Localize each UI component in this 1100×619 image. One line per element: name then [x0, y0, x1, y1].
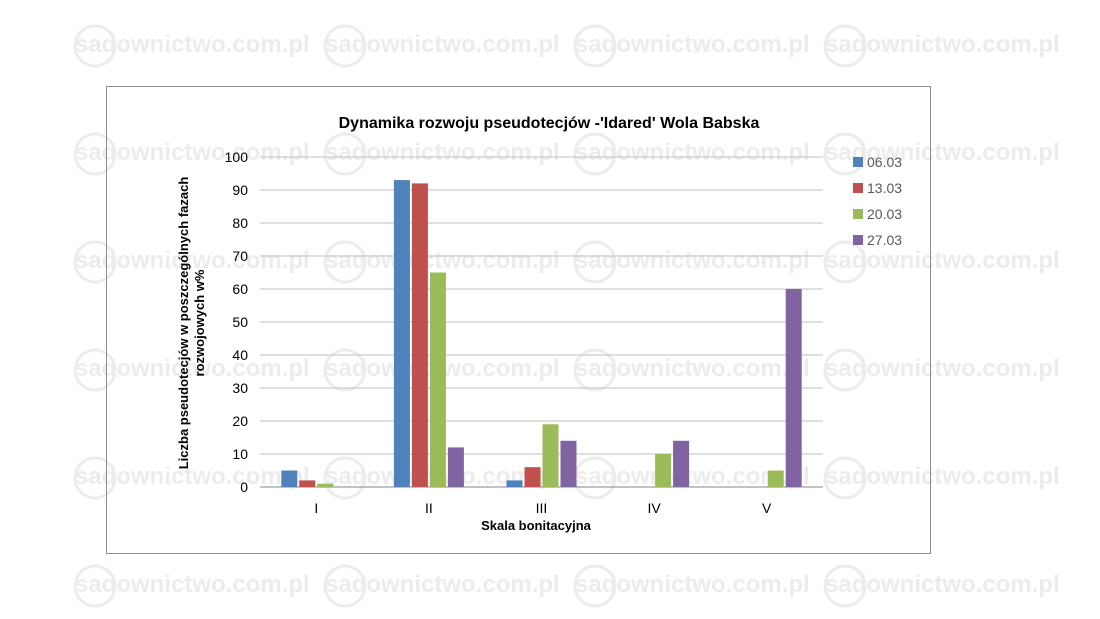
bar-20.03-III: [542, 424, 559, 487]
bar-13.03-II: [411, 183, 428, 487]
legend-label: 20.03: [867, 206, 902, 222]
bar-20.03-V: [767, 470, 784, 487]
watermark-logo-icon: [573, 348, 617, 392]
x-tick-label: II: [425, 500, 433, 516]
watermark-logo-icon: [823, 348, 867, 392]
y-tick-label: 80: [232, 215, 248, 231]
y-axis-ticks: 0 10 20 30 40 50 60 70 80 90 100: [225, 149, 249, 495]
watermark-text: sadownictwo.com.pl: [575, 247, 810, 274]
legend: 06.03 13.03 20.03 27.03: [853, 154, 902, 248]
watermark-text: sadownictwo.com.pl: [75, 247, 310, 274]
watermark-logo-icon: [823, 24, 867, 68]
y-tick-label: 10: [232, 446, 248, 462]
watermark-text: sadownictwo.com.pl: [825, 247, 1060, 274]
bar-20.03-IV: [655, 454, 672, 487]
watermark-text: sadownictwo.com.pl: [75, 463, 310, 490]
watermark-logo-icon: [573, 24, 617, 68]
watermark-text: sadownictwo.com.pl: [825, 571, 1060, 598]
watermark-logo-icon: [823, 564, 867, 608]
watermark-text: sadownictwo.com.pl: [75, 31, 310, 58]
bar-06.03-II: [393, 180, 410, 487]
watermark-text: sadownictwo.com.pl: [825, 139, 1060, 166]
y-axis-label-line-1: Liczba pseudotecjów w poszczególnych faz…: [176, 177, 191, 470]
gridlines: [260, 156, 823, 488]
x-tick-label: V: [762, 500, 772, 516]
watermark-text: sadownictwo.com.pl: [825, 355, 1060, 382]
legend-swatch: [853, 157, 863, 167]
legend-swatch: [853, 235, 863, 245]
watermark-text: sadownictwo.com.pl: [825, 31, 1060, 58]
watermark-text: sadownictwo.com.pl: [575, 571, 810, 598]
watermark-logo-icon: [323, 24, 367, 68]
y-tick-label: 50: [232, 314, 248, 330]
watermark-logo-icon: [573, 132, 617, 176]
watermark-text: sadownictwo.com.pl: [575, 139, 810, 166]
y-tick-label: 70: [232, 248, 248, 264]
watermark-text: sadownictwo.com.pl: [75, 139, 310, 166]
chart-area: Dynamika rozwoju pseudotecjów -'Idared' …: [106, 86, 931, 554]
bar-27.03-V: [785, 289, 802, 487]
watermark-text: sadownictwo.com.pl: [325, 31, 560, 58]
watermark-logo-icon: [823, 240, 867, 284]
watermark-text: sadownictwo.com.pl: [825, 463, 1060, 490]
bar-27.03-II: [447, 447, 464, 487]
y-tick-label: 30: [232, 380, 248, 396]
bar-06.03-III: [506, 480, 523, 487]
bar-chart: Dynamika rozwoju pseudotecjów -'Idared' …: [176, 115, 902, 533]
y-tick-label: 40: [232, 347, 248, 363]
y-tick-label: 90: [232, 182, 248, 198]
bar-20.03-I: [317, 483, 334, 487]
x-axis-label: Skala bonitacyjna: [481, 518, 592, 533]
y-tick-label: 0: [240, 479, 248, 495]
watermark-text: sadownictwo.com.pl: [75, 355, 310, 382]
bar-27.03-III: [560, 440, 577, 487]
watermark-logo-icon: [73, 564, 117, 608]
watermark-logo-icon: [323, 132, 367, 176]
watermark-logo-icon: [323, 240, 367, 284]
watermark-logo-icon: [823, 132, 867, 176]
watermark-logo-icon: [823, 456, 867, 500]
legend-swatch: [853, 183, 863, 193]
chart-title: Dynamika rozwoju pseudotecjów -'Idared' …: [339, 115, 760, 132]
y-axis-label: Liczba pseudotecjów w poszczególnych faz…: [176, 177, 207, 470]
watermark-logo-icon: [573, 564, 617, 608]
y-tick-label: 60: [232, 281, 248, 297]
legend-swatch: [853, 209, 863, 219]
bar-13.03-III: [524, 467, 541, 487]
legend-label: 06.03: [867, 154, 902, 170]
watermark-logo-icon: [73, 348, 117, 392]
bar-13.03-I: [299, 480, 316, 487]
watermark-logo-icon: [323, 456, 367, 500]
watermark-logo-icon: [73, 456, 117, 500]
watermark-text: sadownictwo.com.pl: [575, 355, 810, 382]
x-tick-label: I: [314, 500, 318, 516]
watermark-text: sadownictwo.com.pl: [75, 571, 310, 598]
bar-27.03-IV: [673, 440, 690, 487]
watermark-text: sadownictwo.com.pl: [325, 571, 560, 598]
y-tick-label: 100: [225, 149, 249, 165]
y-tick-label: 20: [232, 413, 248, 429]
bar-06.03-I: [281, 470, 298, 487]
x-tick-label: IV: [647, 500, 661, 516]
bars: [281, 180, 802, 487]
watermark-logo-icon: [573, 240, 617, 284]
legend-label: 13.03: [867, 180, 902, 196]
x-tick-label: III: [536, 500, 548, 516]
watermark-text: sadownictwo.com.pl: [325, 247, 560, 274]
watermark-logo-icon: [323, 348, 367, 392]
y-axis-label-line-2: rozwojowych w%: [192, 269, 207, 376]
watermark-text: sadownictwo.com.pl: [575, 31, 810, 58]
watermark-logo-icon: [73, 240, 117, 284]
bar-20.03-II: [429, 272, 446, 487]
x-axis-ticks: I II III IV V: [314, 500, 772, 516]
watermark-logo-icon: [323, 564, 367, 608]
watermark-text: sadownictwo.com.pl: [325, 139, 560, 166]
watermark-logo-icon: [73, 132, 117, 176]
legend-label: 27.03: [867, 232, 902, 248]
watermark-logo-icon: [73, 24, 117, 68]
